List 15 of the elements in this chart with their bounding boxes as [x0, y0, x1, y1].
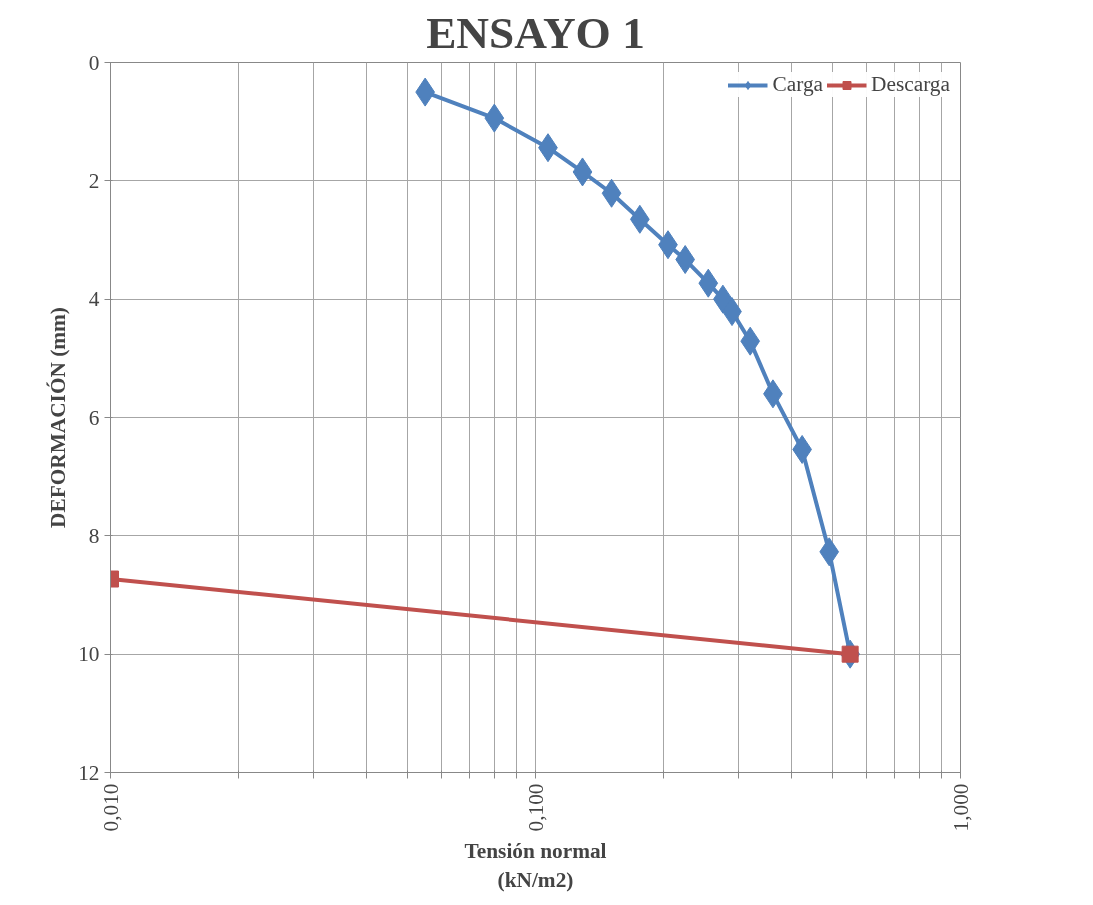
- x-tick-label: 0,100: [523, 783, 548, 832]
- x-tick-label: 0,010: [98, 783, 123, 832]
- y-tick-label: 6: [88, 405, 100, 430]
- legend-label: Descarga: [871, 72, 950, 97]
- x-tick-label: 1,000: [948, 783, 973, 832]
- y-tick-label: 2: [88, 168, 100, 193]
- y-tick-label: 0: [88, 50, 100, 75]
- y-tick-label: 4: [88, 287, 100, 312]
- y-tick-label: 12: [78, 760, 100, 785]
- chart-title: ENSAYO 1: [426, 7, 645, 58]
- legend-label: Carga: [772, 72, 824, 97]
- y-tick-label: 8: [88, 523, 100, 548]
- y-axis-title: DEFORMACIÓN (mm): [46, 307, 71, 528]
- y-tick-label: 10: [78, 642, 100, 667]
- x-axis-title: Tensión normal (kN/m2): [464, 839, 607, 893]
